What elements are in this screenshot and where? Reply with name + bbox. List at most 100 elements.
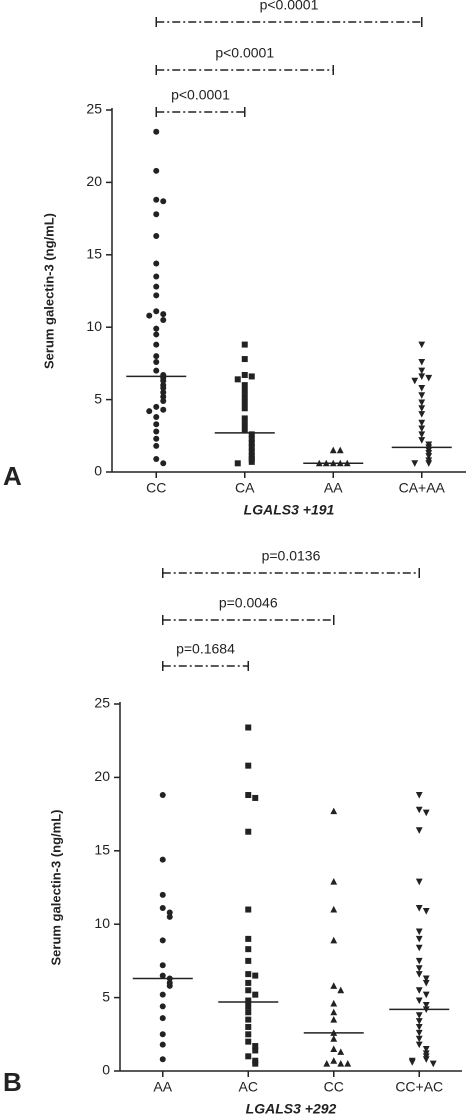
data-point [415,944,423,952]
y-tick-label: 15 [94,842,110,858]
data-point [153,442,160,449]
data-point [245,957,252,964]
data-point [415,971,423,978]
data-point [153,435,160,442]
data-point [411,377,419,385]
x-tick-label: AA [153,1079,172,1095]
data-point [245,724,252,731]
data-point [418,341,426,349]
data-point [153,211,160,218]
data-point [245,828,252,835]
data-point [153,341,160,348]
data-point [159,891,166,898]
data-point [153,403,160,410]
data-point [245,762,252,769]
data-point [153,232,160,239]
data-point [241,382,248,389]
data-point [425,374,433,382]
data-point [415,928,423,936]
data-point [245,987,252,994]
data-point [415,957,423,965]
data-point [160,389,167,396]
data-point [245,1031,252,1038]
data-point [241,387,248,394]
data-point [248,373,255,380]
data-point [418,405,426,412]
data-point [422,907,430,915]
data-point [159,856,166,863]
data-point [146,408,153,415]
data-point [153,128,160,135]
y-tick-label: 10 [86,318,102,334]
data-point [415,1012,423,1019]
data-point [153,325,160,332]
data-point [415,1018,423,1025]
data-point [252,1060,259,1067]
data-point [415,997,423,1005]
data-point [252,1047,259,1054]
data-point [153,413,160,420]
data-point [245,906,252,913]
data-point [245,1053,252,1060]
p-value: p=0.1684 [176,641,235,657]
data-point [153,331,160,338]
data-point [422,1056,430,1063]
y-tick-label: 20 [94,768,110,784]
data-point [160,460,167,467]
data-point [415,878,423,886]
p-value: p=0.0136 [262,548,321,564]
data-point [415,935,423,943]
data-point [160,398,167,405]
data-point [330,936,338,944]
data-point [422,1045,430,1053]
data-point [153,421,160,428]
x-tick-label: CA [235,480,255,496]
data-point [329,446,337,454]
y-tick-label: 15 [86,246,102,262]
data-point [330,1008,338,1016]
data-point [153,353,160,360]
data-point [245,946,252,953]
data-point [330,982,338,989]
data-point [418,437,426,444]
data-point [153,196,160,203]
x-tick-label: CC [146,480,166,496]
data-point [415,806,423,814]
data-point [411,460,419,467]
x-tick-label: CC [324,1079,344,1095]
data-point [241,421,248,428]
data-point [336,446,344,454]
data-point [330,807,338,815]
data-point [245,1003,252,1010]
data-point [245,979,252,986]
data-point [418,431,426,438]
p-value: p=0.0046 [219,595,278,611]
data-point [330,1016,338,1023]
data-point [415,1041,423,1049]
data-point [418,392,426,399]
y-tick-label: 5 [102,988,110,1004]
data-point [422,1001,430,1009]
x-axis-label: LGALS3 +191 [244,502,335,518]
data-point [166,913,173,920]
data-point [160,385,167,392]
data-point [166,909,173,916]
data-point [241,399,248,406]
data-point [160,406,167,413]
data-point [248,458,255,465]
data-point [153,358,160,365]
data-point [146,312,153,319]
data-point [330,1035,338,1042]
data-point [159,991,166,998]
data-point [418,367,426,375]
data-point [415,965,423,972]
data-point [159,905,166,912]
data-point [415,827,423,834]
data-point [415,1035,423,1043]
data-point [160,316,167,323]
x-tick-label: CA+AA [399,480,446,496]
data-point [166,982,173,989]
data-point [422,991,430,999]
x-tick-label: AC [239,1079,258,1095]
